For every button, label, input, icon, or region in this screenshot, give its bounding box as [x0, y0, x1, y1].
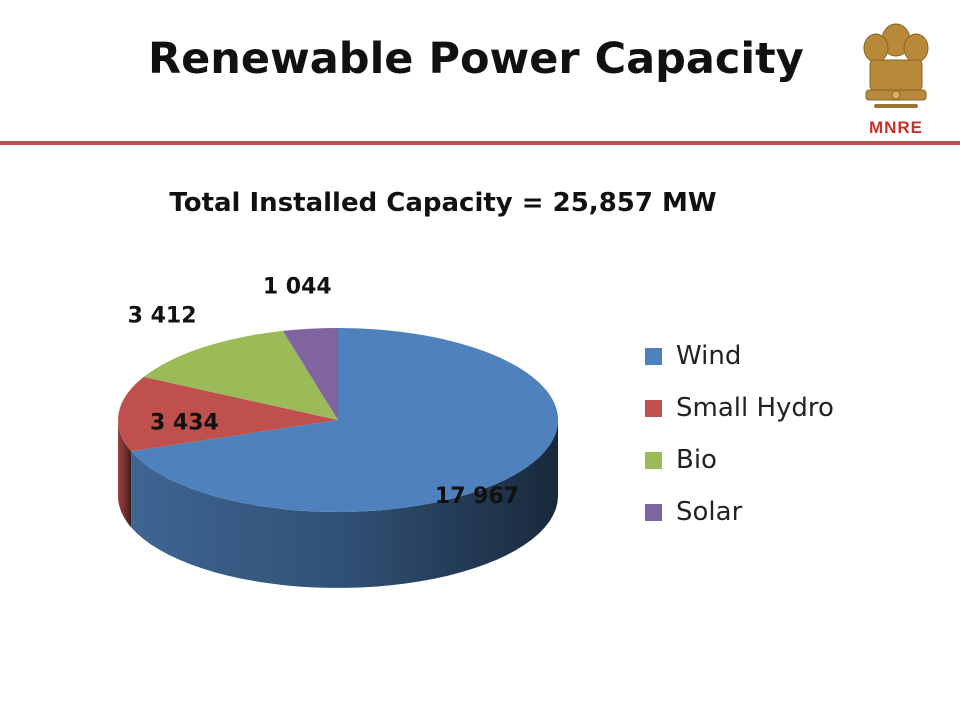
chart-title: Total Installed Capacity = 25,857 MW	[169, 188, 717, 218]
legend-item-bio: Bio	[645, 434, 834, 486]
legend-swatch-small-hydro	[645, 399, 662, 417]
pie-side-small-hydro	[118, 420, 132, 528]
data-label-bio: 3 412	[128, 304, 197, 329]
chart-legend: Wind Small Hydro Bio Solar	[645, 330, 834, 538]
legend-label-bio: Bio	[676, 445, 717, 475]
legend-item-wind: Wind	[645, 330, 834, 382]
pie-slice-solar	[282, 327, 338, 420]
legend-item-small-hydro: Small Hydro	[645, 382, 834, 434]
legend-swatch-bio	[645, 451, 662, 469]
data-label-solar: 1 044	[263, 275, 332, 300]
legend-swatch-solar	[645, 503, 662, 521]
pie-side-wind	[131, 420, 558, 588]
legend-item-solar: Solar	[645, 486, 834, 538]
title-divider	[0, 141, 960, 145]
legend-label-solar: Solar	[676, 497, 743, 527]
pie-slice-bio	[143, 330, 338, 420]
legend-label-small-hydro: Small Hydro	[676, 393, 834, 423]
legend-label-wind: Wind	[676, 341, 742, 371]
slide-title: Renewable Power Capacity	[148, 34, 804, 84]
legend-swatch-wind	[645, 347, 662, 365]
pie-slice-small-hydro	[118, 376, 338, 452]
mnre-logo-text: MNRE	[868, 118, 924, 137]
emblem-logo	[863, 23, 929, 108]
data-label-wind: 17 967	[435, 484, 519, 509]
data-label-small-hydro: 3 434	[150, 410, 219, 435]
pie-slice-wind	[131, 327, 559, 513]
